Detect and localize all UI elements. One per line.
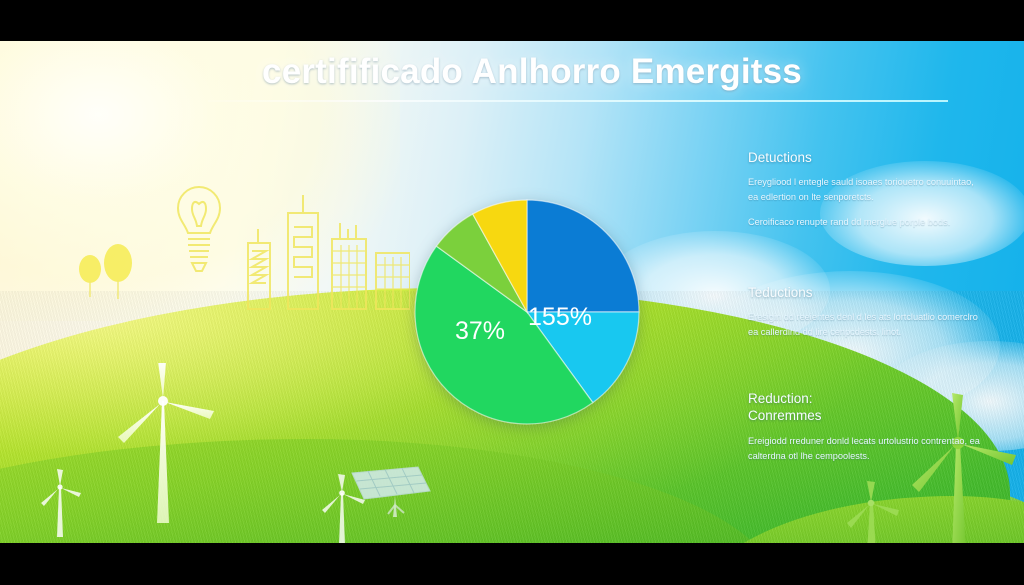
artwork-stage: certifificado Anlhorro Emergitss xyxy=(0,41,1024,543)
info-paragraph: Ceroificaco renupte rand dd merglue porp… xyxy=(748,217,951,228)
info-column: Detuctions Ereygliood l entegle sauld is… xyxy=(748,149,980,463)
title-divider xyxy=(208,100,948,102)
info-block: Teductions Eresigin dd reeientes denl d … xyxy=(748,284,980,340)
info-heading: Reduction: Conremmes xyxy=(748,391,822,424)
info-heading: Teductions xyxy=(748,284,813,300)
info-block: Reduction: Conremmes Ereigiodd rreduner … xyxy=(748,390,980,463)
page-title: certifificado Anlhorro Emergitss xyxy=(262,52,802,91)
pie-chart-svg: 155% 37% xyxy=(414,199,640,425)
pie-slice-blue xyxy=(526,199,640,313)
letterbox-top xyxy=(0,0,1024,41)
info-paragraph: Eresigin dd reeientes denl d les ats lor… xyxy=(748,312,978,338)
pie-label-blue: 155% xyxy=(528,303,592,331)
title-bar: certifificado Anlhorro Emergitss xyxy=(0,41,1024,103)
pie-label-green: 37% xyxy=(455,317,505,345)
pie-slice-yellow xyxy=(471,199,528,315)
info-block: Detuctions Ereygliood l entegle sauld is… xyxy=(748,149,980,230)
info-heading: Detuctions xyxy=(748,150,812,165)
info-paragraph: Ereigiodd rreduner donld lecats urtolust… xyxy=(748,435,980,461)
info-paragraph: Ereygliood l entegle sauld isoaes toriou… xyxy=(748,177,974,203)
pie-chart: 155% 37% xyxy=(412,197,642,427)
letterbox-bottom xyxy=(0,543,1024,585)
